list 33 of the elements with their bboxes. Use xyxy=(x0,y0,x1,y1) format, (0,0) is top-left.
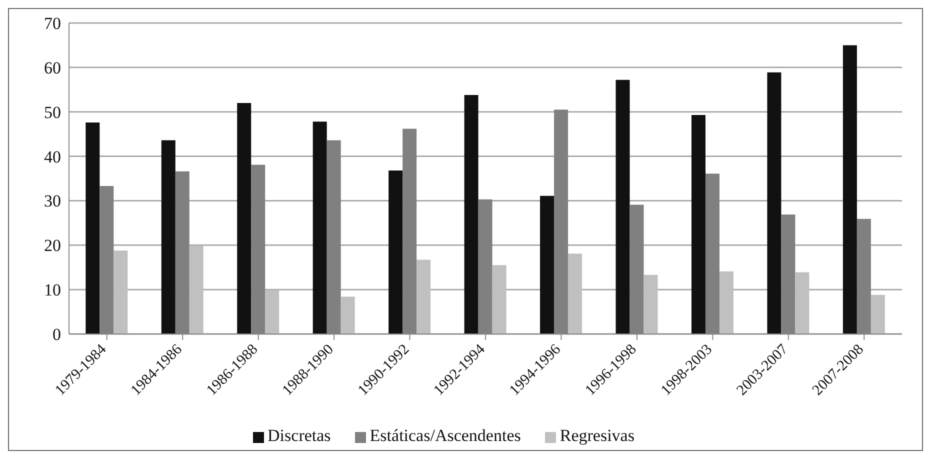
legend-label: Estáticas/Ascendentes xyxy=(370,426,521,445)
bar xyxy=(114,250,128,334)
y-tick-label: 40 xyxy=(44,147,61,166)
bar xyxy=(189,246,204,334)
bar xyxy=(616,80,630,334)
bar xyxy=(265,290,280,334)
y-tick-label: 60 xyxy=(44,58,61,78)
bar xyxy=(767,72,782,334)
y-tick-label: 70 xyxy=(44,14,61,34)
bar xyxy=(237,102,252,334)
legend-label: Regresivas xyxy=(560,426,634,445)
bar xyxy=(464,94,478,334)
bar xyxy=(568,254,582,334)
bar xyxy=(795,272,810,334)
bar xyxy=(842,45,857,334)
y-tick-label: 20 xyxy=(44,236,61,256)
bar xyxy=(492,265,506,334)
bar xyxy=(340,296,355,334)
bar xyxy=(644,274,658,334)
y-tick-label: 50 xyxy=(44,102,61,122)
y-tick-label: 0 xyxy=(52,325,61,344)
bar xyxy=(416,260,431,334)
bar xyxy=(719,271,734,334)
bar xyxy=(161,140,176,334)
y-tick-label: 10 xyxy=(44,280,61,300)
bar xyxy=(388,170,403,334)
bar xyxy=(691,114,706,334)
bar xyxy=(312,122,327,334)
bar xyxy=(86,122,100,334)
legend-label: Discretas xyxy=(268,426,331,445)
bar xyxy=(870,294,885,334)
y-tick-label: 30 xyxy=(44,192,61,211)
bar xyxy=(540,196,554,334)
